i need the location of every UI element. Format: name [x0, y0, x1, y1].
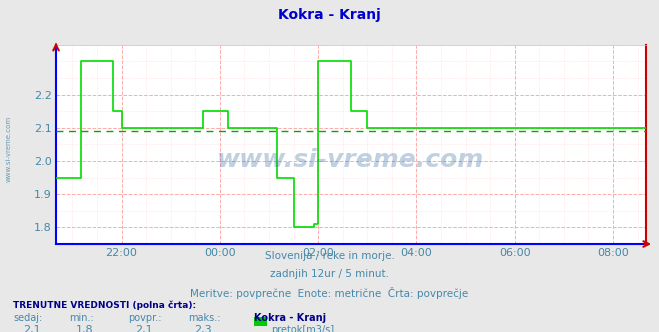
Text: www.si-vreme.com: www.si-vreme.com: [5, 116, 11, 183]
Text: Kokra - Kranj: Kokra - Kranj: [278, 8, 381, 22]
Text: 2,1: 2,1: [23, 325, 41, 332]
Text: povpr.:: povpr.:: [129, 313, 162, 323]
Text: zadnjih 12ur / 5 minut.: zadnjih 12ur / 5 minut.: [270, 269, 389, 279]
Text: Kokra - Kranj: Kokra - Kranj: [254, 313, 326, 323]
Text: sedaj:: sedaj:: [13, 313, 42, 323]
Text: 1,8: 1,8: [76, 325, 94, 332]
Text: 2,1: 2,1: [135, 325, 153, 332]
Text: min.:: min.:: [69, 313, 94, 323]
Text: www.si-vreme.com: www.si-vreme.com: [217, 148, 484, 172]
Text: maks.:: maks.:: [188, 313, 220, 323]
Text: Slovenija / reke in morje.: Slovenija / reke in morje.: [264, 251, 395, 261]
Text: Meritve: povprečne  Enote: metrične  Črta: povprečje: Meritve: povprečne Enote: metrične Črta:…: [190, 287, 469, 299]
Text: TRENUTNE VREDNOSTI (polna črta):: TRENUTNE VREDNOSTI (polna črta):: [13, 300, 196, 310]
Text: 2,3: 2,3: [194, 325, 212, 332]
Text: pretok[m3/s]: pretok[m3/s]: [272, 325, 335, 332]
